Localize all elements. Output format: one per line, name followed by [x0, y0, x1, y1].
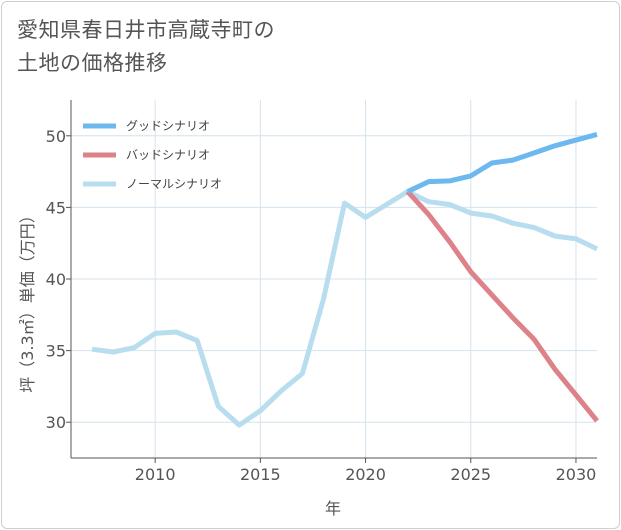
- y-tick-label: 45: [46, 198, 66, 217]
- legend-label: グッドシナリオ: [126, 119, 210, 133]
- y-tick-label: 40: [46, 270, 66, 289]
- legend-label: バッドシナリオ: [126, 148, 210, 162]
- x-tick-label: 2015: [240, 465, 281, 484]
- y-tick-label: 30: [46, 413, 66, 432]
- good-scenario-line: [406, 131, 598, 194]
- legend-item-bad[interactable]: バッドシナリオ: [83, 148, 210, 162]
- x-tick-label: 2010: [135, 465, 176, 484]
- x-axis-label: 年: [325, 499, 341, 518]
- x-tick-label: 2025: [450, 465, 491, 484]
- x-tick-label: 2030: [556, 465, 597, 484]
- chart-title: 愛知県春日井市高蔵寺町の 土地の価格推移: [17, 14, 275, 80]
- series-layer: [91, 131, 599, 428]
- tick-labels: 2010 2015 2020 2025 2030 30 35 40 45 50: [46, 127, 597, 484]
- chart-title-line-1: 愛知県春日井市高蔵寺町の: [17, 18, 275, 42]
- x-tick-label: 2020: [345, 465, 386, 484]
- normal-scenario-line: [91, 189, 599, 428]
- grid-lines: [71, 100, 597, 458]
- legend-item-good[interactable]: グッドシナリオ: [83, 119, 210, 133]
- legend-label: ノーマルシナリオ: [126, 177, 222, 191]
- legend-item-normal[interactable]: ノーマルシナリオ: [83, 177, 222, 191]
- bad-scenario-line: [405, 189, 599, 423]
- chart-title-line-2: 土地の価格推移: [17, 51, 168, 75]
- y-tick-label: 35: [46, 342, 66, 361]
- y-tick-label: 50: [46, 127, 66, 146]
- y-axis-label: 坪（3.3㎡）単価（万円）: [18, 207, 37, 392]
